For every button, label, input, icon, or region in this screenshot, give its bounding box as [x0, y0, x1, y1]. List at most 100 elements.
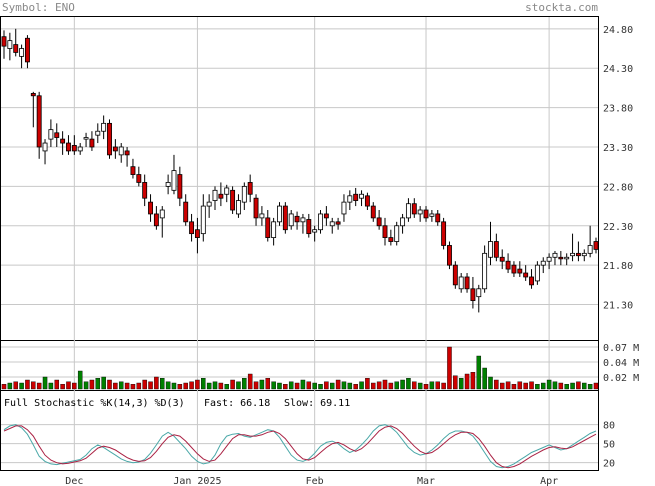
candle-body	[523, 272, 529, 278]
volume-bar	[406, 378, 411, 390]
candle	[42, 139, 48, 165]
volume-bar	[54, 379, 60, 390]
candle-body	[218, 193, 224, 199]
month-label: Mar	[417, 476, 435, 486]
volume-bar	[72, 382, 77, 390]
candle-body	[540, 260, 546, 266]
volume-bar	[230, 379, 235, 390]
candle-body	[499, 256, 505, 262]
candle-body	[488, 241, 493, 258]
candle	[107, 119, 112, 159]
candle-body	[318, 213, 323, 231]
stochastic-tick-label: 80	[603, 421, 615, 432]
candle	[558, 250, 564, 266]
candle-body	[19, 48, 25, 57]
candle	[112, 139, 118, 159]
candle-body	[241, 185, 247, 203]
volume-bar	[294, 382, 300, 390]
volume-bars	[1, 346, 599, 390]
volume-bar	[570, 382, 575, 390]
candle-body	[77, 146, 83, 152]
candle-body	[347, 195, 353, 203]
candle	[277, 202, 282, 226]
candle	[294, 211, 300, 230]
volume-bar	[154, 376, 159, 390]
candle	[212, 186, 218, 211]
candle	[382, 217, 388, 246]
candle	[540, 257, 546, 274]
candle	[329, 217, 335, 234]
candle-body	[517, 268, 523, 274]
volume-bar	[130, 384, 136, 390]
candle	[464, 273, 470, 293]
volume-bar	[435, 381, 440, 390]
candle-body	[189, 221, 195, 235]
candle	[89, 131, 95, 151]
candle-body	[60, 138, 66, 144]
candle-body	[30, 93, 36, 97]
candle	[575, 241, 581, 262]
volume-bar	[365, 378, 370, 390]
candle	[523, 265, 529, 281]
candle	[482, 245, 488, 293]
volume-bar	[517, 381, 523, 390]
candle	[341, 194, 347, 222]
candle	[306, 213, 312, 238]
candle	[529, 269, 534, 289]
volume-bar	[382, 379, 388, 390]
candle	[447, 241, 452, 270]
candle-body	[306, 219, 312, 235]
candle	[335, 217, 341, 230]
candle-body	[423, 209, 429, 219]
volume-tick-label: 0.04 M	[603, 358, 639, 369]
volume-panel	[0, 340, 599, 391]
volume-bar	[25, 379, 30, 390]
candle	[236, 194, 241, 218]
candle-body	[411, 203, 417, 215]
candle-body	[54, 132, 60, 138]
candle	[505, 253, 511, 274]
candle	[183, 194, 189, 226]
candle-body	[394, 225, 400, 242]
candle	[435, 210, 441, 226]
volume-bar	[60, 384, 65, 390]
volume-bar	[359, 381, 364, 390]
volume-bar	[183, 382, 188, 390]
volume-bar	[388, 382, 394, 390]
candle-body	[165, 182, 171, 187]
candle	[159, 206, 165, 238]
volume-bar	[306, 381, 312, 390]
volume-bar	[95, 378, 101, 390]
candle	[101, 115, 107, 140]
candle	[423, 206, 429, 222]
candle	[66, 135, 71, 155]
candle-body	[470, 288, 476, 302]
volume-bar	[42, 376, 48, 390]
candle	[177, 166, 183, 207]
volume-bar	[482, 367, 487, 390]
candle	[95, 123, 101, 144]
candle-body	[200, 205, 206, 235]
volume-bar	[113, 382, 118, 390]
stochastic-lines	[3, 424, 597, 469]
candle	[488, 221, 493, 266]
candle	[517, 261, 523, 277]
candle-body	[493, 241, 499, 258]
candle	[452, 261, 458, 289]
candle	[587, 225, 593, 258]
volume-bar	[347, 382, 353, 390]
candle-body	[130, 166, 136, 175]
candle	[300, 213, 306, 234]
volume-bar	[429, 381, 435, 390]
stochastic-panel	[0, 390, 599, 471]
candle	[171, 154, 177, 195]
volume-bar	[201, 378, 206, 390]
volume-bar	[212, 381, 218, 390]
volume-bar	[77, 370, 83, 390]
candle	[7, 32, 13, 61]
candle	[394, 221, 400, 246]
candle-body	[417, 209, 423, 215]
candle	[153, 206, 159, 230]
candle-body	[171, 170, 177, 191]
volume-bar	[540, 382, 546, 390]
